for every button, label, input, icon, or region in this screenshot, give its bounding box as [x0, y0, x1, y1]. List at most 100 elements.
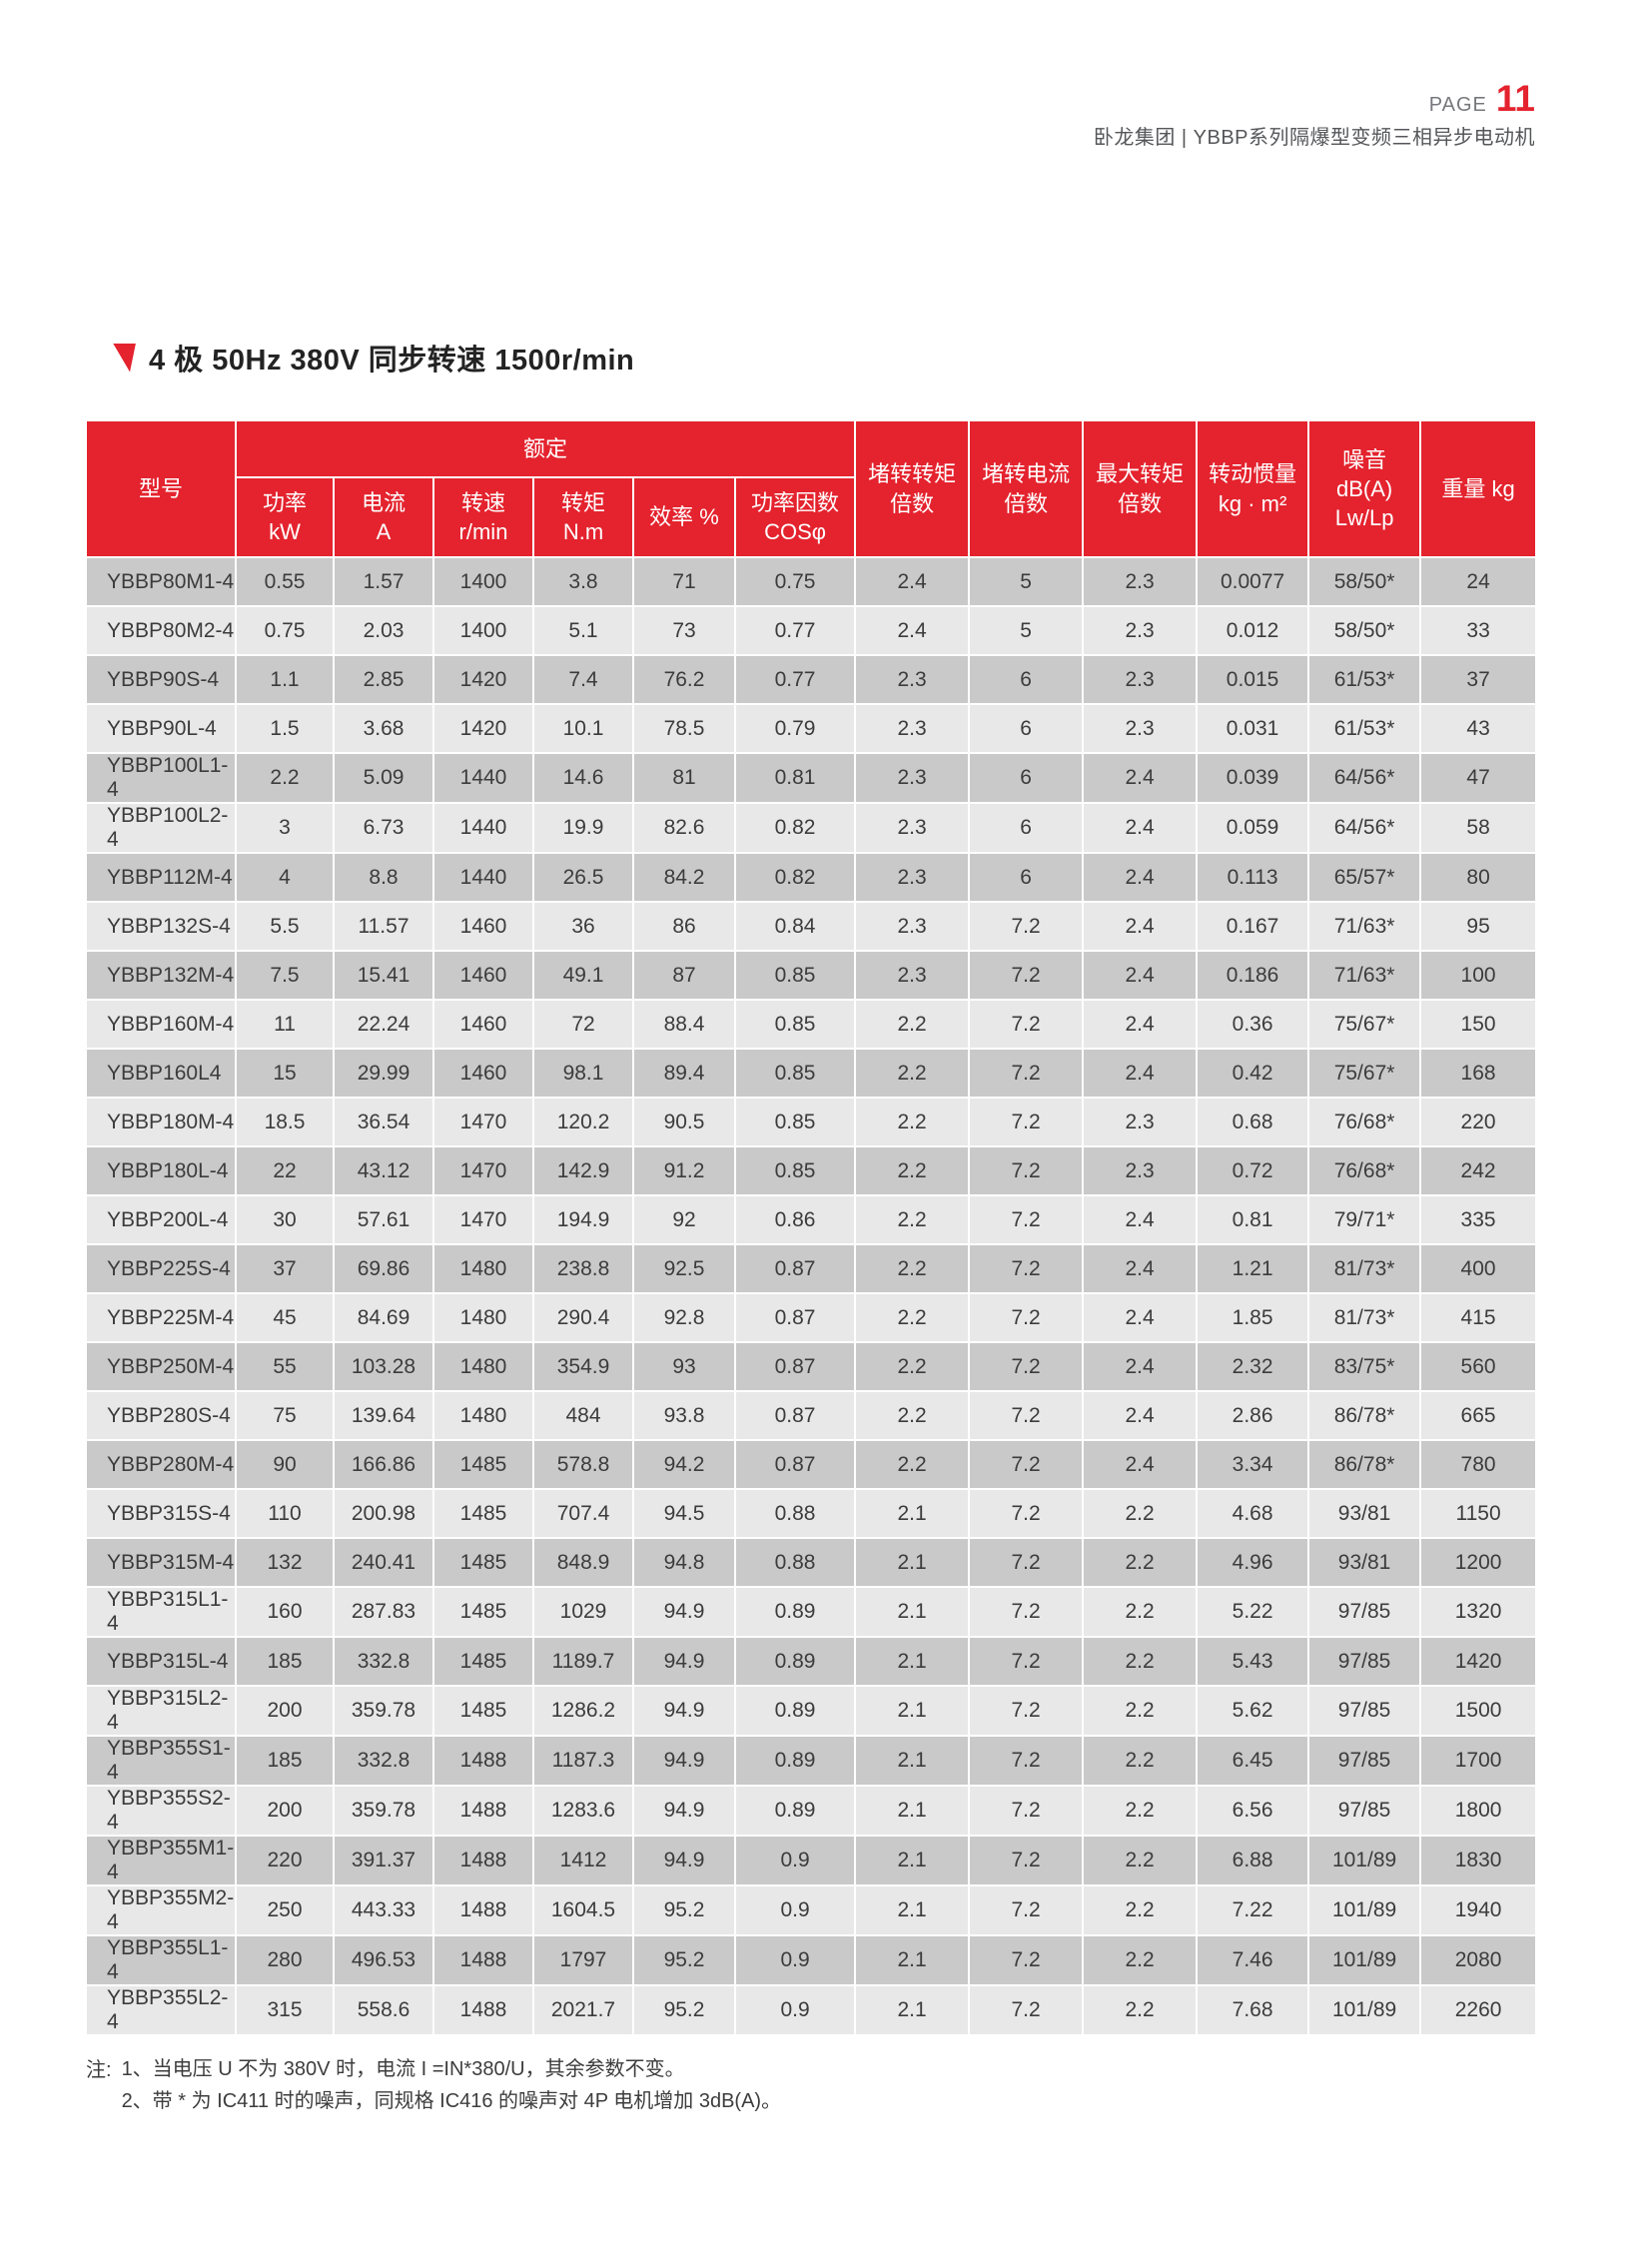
value-cell: 6: [968, 852, 1085, 903]
value-cell: 1604.5: [532, 1884, 634, 1936]
value-cell: 1485: [432, 1488, 534, 1539]
value-cell: 359.78: [333, 1785, 434, 1837]
table-row: YBBP90S-4 1.1 2.85 1420 7.4 76.2 0.77 2.3 6 2.3 0.…: [85, 654, 1538, 705]
value-cell: 848.9: [532, 1537, 634, 1588]
value-cell: 0.059: [1196, 802, 1310, 854]
table-row: YBBP180L-4 22 43.12 1470 142.9 91.2 0.85 2.2 7.2…: [85, 1145, 1538, 1196]
col-header-moment-of-inertia: 转动惯量 kg · m²: [1196, 419, 1310, 558]
value-cell: 2.3: [1082, 654, 1199, 705]
value-cell: 665: [1419, 1390, 1538, 1441]
model-cell: YBBP90S-4: [85, 654, 237, 705]
value-cell: 2.3: [854, 950, 971, 1001]
value-cell: 1400: [432, 556, 534, 607]
value-cell: 0.88: [733, 1537, 857, 1588]
value-cell: 73: [632, 605, 736, 656]
value-cell: 71/63*: [1307, 950, 1422, 1001]
model-cell: YBBP250M-4: [85, 1341, 237, 1392]
value-cell: 2.3: [1082, 556, 1199, 607]
value-cell: 2.4: [854, 605, 971, 656]
footnote-line-2: 2、带 * 为 IC411 时的噪声，同规格 IC416 的噪声对 4P 电机增…: [121, 2090, 782, 2113]
value-cell: 92: [632, 1194, 736, 1245]
value-cell: 2.4: [1082, 1243, 1199, 1294]
value-cell: 4.96: [1196, 1537, 1310, 1588]
value-cell: 2.4: [854, 556, 971, 607]
value-cell: 250: [235, 1884, 335, 1936]
value-cell: 103.28: [333, 1341, 434, 1392]
value-cell: 2.2: [1082, 1735, 1199, 1787]
value-cell: 3.34: [1196, 1439, 1310, 1490]
value-cell: 359.78: [333, 1685, 434, 1737]
value-cell: 160: [235, 1586, 335, 1638]
value-cell: 2.3: [854, 752, 971, 804]
value-cell: 2.2: [1082, 1835, 1199, 1886]
value-cell: 3.8: [532, 556, 634, 607]
value-cell: 30: [235, 1194, 335, 1245]
col-header-torque: 转矩 N.m: [532, 476, 634, 558]
value-cell: 280: [235, 1934, 335, 1986]
value-cell: 6: [968, 654, 1085, 705]
value-cell: 3.68: [333, 703, 434, 754]
model-cell: YBBP132M-4: [85, 950, 237, 1001]
table-body: YBBP80M1-4 0.55 1.57 1400 3.8 71 0.75 2.4 5 2.3 0.…: [85, 556, 1538, 2036]
value-cell: 97/85: [1307, 1785, 1422, 1837]
value-cell: 94.9: [632, 1735, 736, 1787]
value-cell: 1460: [432, 901, 534, 952]
value-cell: 7.2: [968, 1934, 1085, 1986]
value-cell: 2.2: [854, 1439, 971, 1490]
col-header-noise: 噪音 dB(A) Lw/Lp: [1307, 419, 1422, 558]
value-cell: 2.1: [854, 1735, 971, 1787]
value-cell: 7.2: [968, 950, 1085, 1001]
value-cell: 94.8: [632, 1537, 736, 1588]
value-cell: 94.9: [632, 1586, 736, 1638]
value-cell: 93/81: [1307, 1537, 1422, 1588]
value-cell: 93.8: [632, 1390, 736, 1441]
table-header: 型号 额定 堵转转矩 倍数 堵转电流 倍数 最大转矩 倍数 转动惯量 kg · …: [85, 419, 1538, 558]
value-cell: 101/89: [1307, 1835, 1422, 1886]
value-cell: 76/68*: [1307, 1097, 1422, 1147]
value-cell: 7.2: [968, 1341, 1085, 1392]
value-cell: 0.77: [733, 605, 857, 656]
value-cell: 2.4: [1082, 950, 1199, 1001]
model-cell: YBBP225S-4: [85, 1243, 237, 1294]
col-header-rated-group: 额定: [234, 419, 857, 478]
value-cell: 150: [1419, 999, 1538, 1050]
value-cell: 578.8: [532, 1439, 634, 1490]
value-cell: 8.8: [333, 852, 434, 903]
table-row: YBBP355M1-4 220 391.37 1488 1412 94.9 0.9 2.1 7.…: [85, 1835, 1538, 1886]
value-cell: 2.1: [854, 1636, 971, 1687]
value-cell: 0.9: [733, 1984, 857, 2036]
value-cell: 0.85: [733, 1145, 857, 1196]
value-cell: 0.039: [1196, 752, 1310, 804]
value-cell: 0.68: [1196, 1097, 1310, 1147]
value-cell: 5.1: [532, 605, 634, 656]
value-cell: 2.2: [854, 1292, 971, 1343]
table-row: YBBP315L1-4 160 287.83 1485 1029 94.9 0.89 2.1 7…: [85, 1586, 1538, 1638]
table-row: YBBP80M1-4 0.55 1.57 1400 3.8 71 0.75 2.4 5 2.3 0.…: [85, 556, 1538, 607]
table-row: YBBP225S-4 37 69.86 1480 238.8 92.5 0.87 2.2 7.2…: [85, 1243, 1538, 1294]
value-cell: 0.012: [1196, 605, 1310, 656]
model-cell: YBBP225M-4: [85, 1292, 237, 1343]
value-cell: 120.2: [532, 1097, 634, 1147]
value-cell: 2.1: [854, 1934, 971, 1986]
value-cell: 7.2: [968, 1984, 1085, 2036]
model-cell: YBBP315M-4: [85, 1537, 237, 1588]
value-cell: 90: [235, 1439, 335, 1490]
value-cell: 200: [235, 1685, 335, 1737]
model-cell: YBBP80M2-4: [85, 605, 237, 656]
value-cell: 1189.7: [532, 1636, 634, 1687]
value-cell: 33: [1419, 605, 1538, 656]
value-cell: 0.42: [1196, 1048, 1310, 1099]
table-row: YBBP132S-4 5.5 11.57 1460 36 86 0.84 2.3 7.2 2.4 0…: [85, 901, 1538, 952]
model-cell: YBBP355S2-4: [85, 1785, 237, 1837]
value-cell: 94.9: [632, 1685, 736, 1737]
page-number: 11: [1495, 78, 1535, 119]
value-cell: 86/78*: [1307, 1390, 1422, 1441]
value-cell: 6.73: [333, 802, 434, 854]
value-cell: 94.9: [632, 1785, 736, 1837]
table-row: YBBP355S2-4 200 359.78 1488 1283.6 94.9 0.89 2.…: [85, 1785, 1538, 1837]
value-cell: 0.36: [1196, 999, 1310, 1050]
page-label: PAGE: [1428, 94, 1487, 116]
value-cell: 484: [532, 1390, 634, 1441]
value-cell: 707.4: [532, 1488, 634, 1539]
